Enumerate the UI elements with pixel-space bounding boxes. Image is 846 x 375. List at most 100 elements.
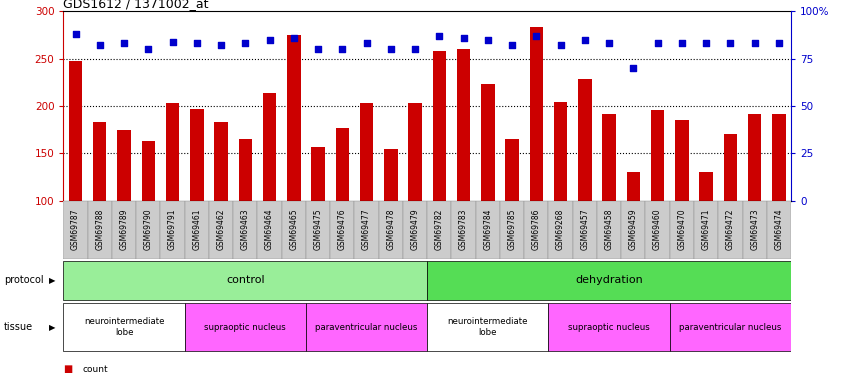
Point — [772, 40, 786, 46]
Point — [287, 35, 300, 41]
Text: supraoptic nucleus: supraoptic nucleus — [205, 322, 286, 332]
Bar — [184, 303, 306, 351]
Bar — [627, 172, 640, 201]
Point — [409, 46, 422, 52]
Text: GSM69478: GSM69478 — [387, 209, 395, 251]
Bar — [718, 201, 743, 259]
Text: GSM69790: GSM69790 — [144, 209, 153, 251]
Point — [118, 40, 131, 46]
Point — [141, 46, 155, 52]
Bar — [548, 303, 670, 351]
Text: GSM69471: GSM69471 — [701, 209, 711, 251]
Bar — [311, 147, 325, 201]
Bar — [384, 150, 398, 201]
Bar — [573, 201, 597, 259]
Point — [651, 40, 664, 46]
Text: GSM69465: GSM69465 — [289, 209, 299, 251]
Point — [723, 40, 737, 46]
Text: GSM69462: GSM69462 — [217, 209, 226, 251]
Text: dehydration: dehydration — [575, 275, 643, 285]
Text: ▶: ▶ — [49, 276, 56, 285]
Bar — [287, 35, 300, 201]
Bar — [748, 114, 761, 201]
Text: GSM69784: GSM69784 — [483, 209, 492, 251]
Point — [748, 40, 761, 46]
Bar — [766, 201, 791, 259]
Bar — [136, 201, 161, 259]
Bar — [336, 128, 349, 201]
Text: GSM69458: GSM69458 — [605, 209, 613, 251]
Bar — [597, 201, 621, 259]
Text: GSM69479: GSM69479 — [410, 209, 420, 251]
Point — [360, 40, 373, 46]
Point — [239, 40, 252, 46]
Point — [384, 46, 398, 52]
Point — [432, 33, 446, 39]
Point — [93, 42, 107, 48]
Bar — [530, 27, 543, 201]
Text: GSM69457: GSM69457 — [580, 209, 590, 251]
Bar — [354, 201, 379, 259]
Text: neurointermediate
lobe: neurointermediate lobe — [448, 318, 528, 337]
Point — [700, 40, 713, 46]
Text: GSM69785: GSM69785 — [508, 209, 517, 251]
Bar — [452, 201, 475, 259]
Point — [457, 35, 470, 41]
Bar — [306, 303, 427, 351]
Bar — [670, 303, 791, 351]
Text: GSM69460: GSM69460 — [653, 209, 662, 251]
Bar — [360, 103, 373, 201]
Bar — [166, 103, 179, 201]
Bar — [161, 201, 184, 259]
Bar — [379, 201, 403, 259]
Bar — [184, 201, 209, 259]
Text: GSM69783: GSM69783 — [459, 209, 468, 251]
Text: GSM69787: GSM69787 — [71, 209, 80, 251]
Text: GSM69459: GSM69459 — [629, 209, 638, 251]
Text: GSM69782: GSM69782 — [435, 209, 444, 251]
Bar — [427, 261, 791, 300]
Text: protocol: protocol — [4, 275, 44, 285]
Text: GSM69786: GSM69786 — [532, 209, 541, 251]
Bar — [233, 201, 257, 259]
Bar — [93, 122, 107, 201]
Point — [336, 46, 349, 52]
Point — [263, 37, 277, 43]
Bar — [457, 49, 470, 201]
Bar — [554, 102, 568, 201]
Bar — [602, 114, 616, 201]
Text: GSM69791: GSM69791 — [168, 209, 177, 251]
Point — [214, 42, 228, 48]
Bar — [772, 114, 786, 201]
Bar — [306, 201, 330, 259]
Bar — [432, 51, 446, 201]
Bar — [257, 201, 282, 259]
Bar — [214, 122, 228, 201]
Bar — [500, 201, 525, 259]
Text: ■: ■ — [63, 364, 73, 374]
Point — [505, 42, 519, 48]
Bar — [743, 201, 766, 259]
Bar — [694, 201, 718, 259]
Bar — [651, 110, 664, 201]
Text: GSM69463: GSM69463 — [241, 209, 250, 251]
Bar — [409, 103, 422, 201]
Bar — [481, 84, 495, 201]
Bar — [112, 201, 136, 259]
Point — [69, 31, 82, 37]
Bar — [63, 261, 427, 300]
Bar — [427, 303, 548, 351]
Text: GSM69474: GSM69474 — [774, 209, 783, 251]
Bar — [118, 130, 131, 201]
Point — [578, 37, 591, 43]
Bar — [69, 62, 82, 201]
Bar — [525, 201, 548, 259]
Text: GSM69464: GSM69464 — [265, 209, 274, 251]
Text: neurointermediate
lobe: neurointermediate lobe — [84, 318, 164, 337]
Bar — [670, 201, 694, 259]
Bar — [427, 201, 452, 259]
Point — [602, 40, 616, 46]
Text: GSM69476: GSM69476 — [338, 209, 347, 251]
Bar — [403, 201, 427, 259]
Bar — [239, 139, 252, 201]
